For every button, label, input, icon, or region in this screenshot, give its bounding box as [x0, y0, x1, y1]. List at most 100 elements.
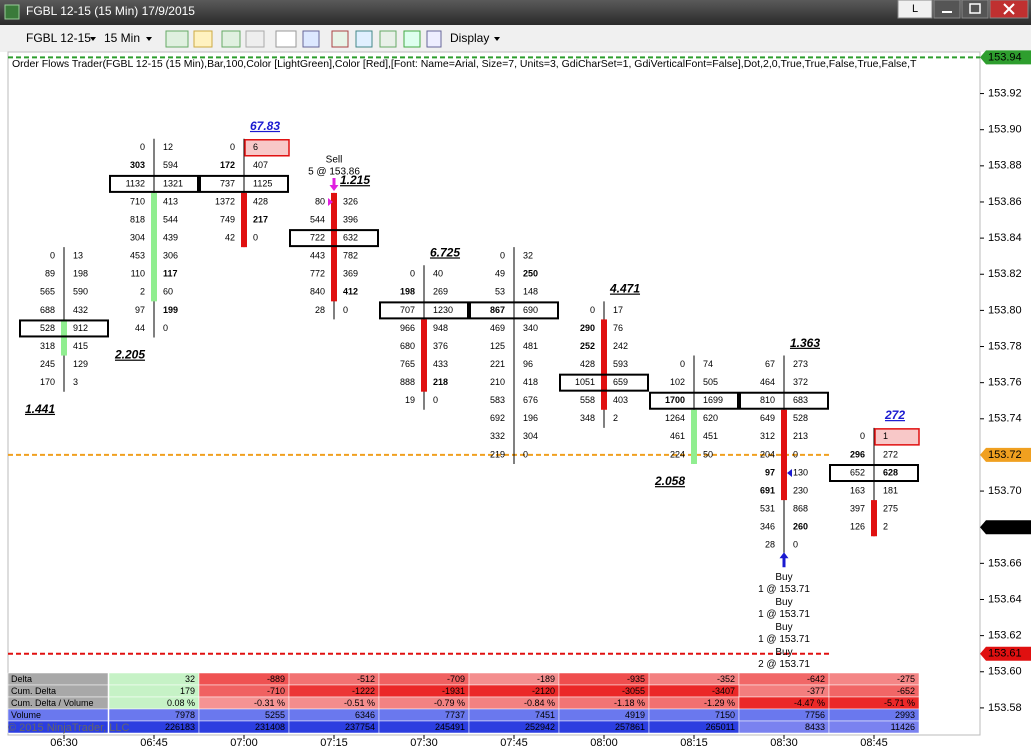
bid-volume: 97	[765, 467, 775, 477]
dollar-icon[interactable]	[403, 30, 421, 48]
ask-volume: 912	[73, 323, 88, 333]
table-value: -1.18 %	[614, 698, 645, 708]
chart-icon[interactable]	[379, 30, 397, 48]
ask-volume: 1	[883, 431, 888, 441]
bars-icon[interactable]	[165, 30, 189, 48]
y-tick-label: 153.92	[988, 87, 1022, 99]
ask-volume: 13	[73, 251, 83, 261]
maximize-button[interactable]	[961, 0, 989, 19]
bid-volume: 0	[410, 269, 415, 279]
bid-volume: 461	[670, 431, 685, 441]
table-value: -709	[447, 674, 465, 684]
bid-volume: 772	[310, 269, 325, 279]
table-value: 2993	[895, 710, 915, 720]
bid-volume: 428	[580, 359, 595, 369]
link-button[interactable]	[897, 0, 933, 19]
ask-volume: 690	[523, 305, 538, 315]
ask-volume: 181	[883, 485, 898, 495]
indicator-icon[interactable]	[355, 30, 373, 48]
minimize-button[interactable]	[933, 0, 961, 19]
bid-volume: 318	[40, 341, 55, 351]
zoom-out-icon[interactable]	[245, 30, 265, 48]
buy-signal-text: Buy	[775, 622, 792, 633]
bid-volume: 565	[40, 287, 55, 297]
y-tick-label: 153.88	[988, 160, 1022, 172]
table-value: -0.84 %	[524, 698, 555, 708]
ask-volume: 213	[793, 431, 808, 441]
table-value: 265011	[706, 722, 735, 732]
ask-volume: 306	[163, 251, 178, 261]
buy-arrow	[779, 552, 789, 568]
ask-volume: 590	[73, 287, 88, 297]
ask-volume: 199	[163, 305, 178, 315]
display-menu[interactable]: Display	[450, 31, 489, 45]
bid-volume: 0	[50, 251, 55, 261]
poc-box	[199, 174, 289, 193]
ask-volume: 217	[253, 214, 268, 224]
bid-volume: 53	[495, 287, 505, 297]
price-marker-label: 153.61	[988, 648, 1022, 660]
toolbar	[0, 25, 1031, 52]
bid-volume: 810	[760, 395, 775, 405]
table-value: -512	[357, 674, 375, 684]
table-value: 0.08 %	[167, 698, 195, 708]
bar-label: 1.363	[790, 336, 820, 350]
magnify-icon[interactable]	[302, 30, 320, 48]
interval-selector[interactable]: 15 Min	[104, 31, 140, 45]
cursor-icon[interactable]	[275, 30, 297, 48]
bid-volume: 224	[670, 449, 685, 459]
ask-volume: 304	[523, 431, 538, 441]
table-value: -3055	[622, 686, 645, 696]
ask-volume: 0	[343, 305, 348, 315]
table-value: 231408	[255, 722, 285, 732]
properties-icon[interactable]	[426, 30, 442, 48]
price-marker	[980, 50, 1031, 65]
candle-body	[691, 409, 697, 464]
table-value: -1.29 %	[704, 698, 735, 708]
bid-volume: 707	[400, 305, 415, 315]
bid-volume: 649	[760, 413, 775, 423]
ask-volume: 273	[793, 359, 808, 369]
ask-volume: 269	[433, 287, 448, 297]
ask-volume: 275	[883, 504, 898, 514]
ask-volume: 40	[433, 269, 443, 279]
y-tick-label: 153.64	[988, 593, 1022, 605]
bar-label: 1.215	[340, 173, 370, 187]
ask-volume: 272	[883, 449, 898, 459]
bid-volume: 1700	[665, 395, 685, 405]
app-icon	[4, 4, 20, 20]
ask-volume: 594	[163, 160, 178, 170]
buy-signal-text: Buy	[775, 597, 792, 608]
bid-volume: 125	[490, 341, 505, 351]
bid-volume: 28	[765, 540, 775, 550]
bid-volume: 583	[490, 395, 505, 405]
ask-volume: 230	[793, 485, 808, 495]
ask-volume: 250	[523, 269, 538, 279]
bid-volume: 348	[580, 413, 595, 423]
bar-label: 2.058	[654, 474, 685, 488]
draw-icon[interactable]	[193, 30, 213, 48]
y-tick-label: 153.84	[988, 232, 1022, 244]
bid-volume: 198	[400, 287, 415, 297]
bid-volume: 737	[220, 178, 235, 188]
bid-volume: 0	[500, 251, 505, 261]
ask-volume: 403	[613, 395, 628, 405]
price-marker-label: 153.68	[988, 521, 1022, 533]
table-value: -935	[627, 674, 645, 684]
y-tick-label: 153.74	[988, 413, 1022, 425]
bid-volume: 290	[580, 323, 595, 333]
ask-volume: 0	[523, 449, 528, 459]
table-value: -710	[267, 686, 285, 696]
zoom-in-icon[interactable]	[221, 30, 241, 48]
instrument-selector[interactable]: FGBL 12-15	[26, 31, 91, 45]
ask-volume: 60	[163, 287, 173, 297]
bid-volume: 397	[850, 504, 865, 514]
ask-volume: 676	[523, 395, 538, 405]
x-tick-label: 08:15	[680, 737, 708, 749]
sell-marker	[328, 197, 333, 206]
ask-volume: 2	[613, 413, 618, 423]
table-row-label: Cum. Delta	[11, 686, 56, 696]
strategy-icon[interactable]	[331, 30, 349, 48]
x-tick-label: 07:15	[320, 737, 348, 749]
